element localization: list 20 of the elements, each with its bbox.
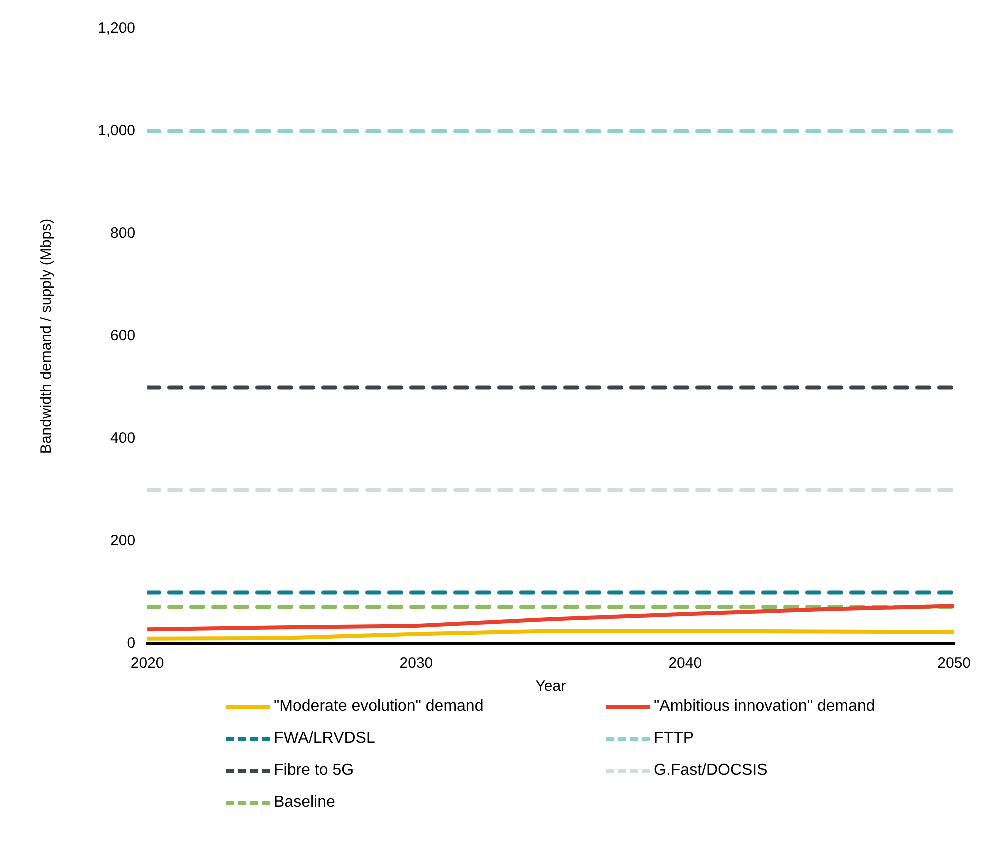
y-tick-label: 200 [110, 532, 136, 550]
x-tick-label: 2050 [938, 655, 972, 672]
legend-label: "Moderate evolution" demand [274, 698, 484, 716]
legend-label: "Ambitious innovation" demand [654, 698, 876, 716]
legend-label: Baseline [274, 794, 336, 812]
y-tick-label: 600 [110, 328, 136, 345]
legend-label: FTTP [654, 730, 694, 748]
x-tick-label: 2040 [668, 655, 702, 672]
x-axis-title: Year [536, 678, 566, 696]
legend-label: G.Fast/DOCSIS [654, 762, 768, 780]
y-tick-label: 1,200 [98, 20, 136, 38]
y-tick-label: 400 [110, 430, 136, 448]
x-tick-label: 2020 [130, 655, 164, 672]
legend-label: FWA/LRVDSL [274, 730, 376, 748]
y-tick-label: 800 [110, 225, 136, 242]
y-axis-title: Bandwidth demand / supply (Mbps) [38, 218, 56, 454]
y-tick-label: 0 [127, 635, 136, 652]
legend-label: Fibre to 5G [274, 762, 354, 780]
x-tick-label: 2030 [400, 655, 434, 672]
y-tick-label: 1,000 [98, 122, 136, 140]
